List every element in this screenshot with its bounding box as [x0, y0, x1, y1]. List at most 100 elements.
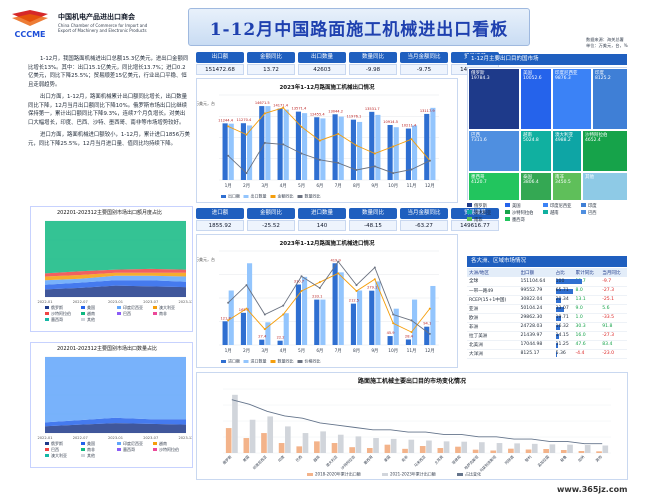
kpi-label: 金额同比 — [247, 52, 295, 63]
share-value: 19.71 — [555, 315, 569, 320]
legend-swatch — [221, 360, 226, 363]
bar-2021-2023 — [426, 440, 432, 453]
x-tick-label: 南非 — [400, 454, 409, 463]
treemap-cell-value: 3806.4 — [523, 180, 539, 185]
table-row: 非洲 24728.03 16.32 30.3 91.8 — [467, 322, 627, 332]
legend-swatch — [467, 217, 472, 221]
legend-swatch — [505, 210, 510, 214]
x-tick-label: 7月 — [335, 348, 342, 354]
treemap-cell-value: 4120.7 — [471, 180, 487, 185]
area-series — [45, 423, 186, 433]
bar-value — [332, 114, 338, 180]
bar-2018-2020 — [437, 448, 444, 453]
data-label: 310.7 — [294, 280, 304, 284]
x-tick-label: 哈萨克斯坦 — [463, 454, 480, 471]
legend-label: 数量同比 — [305, 193, 321, 199]
bar-2021-2023 — [267, 416, 274, 453]
kpi-value: 151472.68 — [196, 64, 244, 75]
kpi-label: 数量同比 — [349, 52, 397, 63]
treemap-cell-value: 4652.4 — [585, 138, 601, 143]
legend-label: 数量同比 — [278, 358, 294, 364]
table-cell: 16.32 — [553, 322, 574, 332]
x-tick-label: 10月 — [388, 183, 398, 189]
table-cell: 欧洲 — [467, 313, 519, 323]
chart-title: 202201-202312主要国别市场出口额月度占比 — [57, 210, 162, 216]
x-tick-label: 乌兹别克斯坦 — [478, 454, 497, 473]
bar-2021-2023 — [531, 443, 538, 453]
legend-swatch — [243, 195, 249, 198]
table-cell: 16.0 — [573, 331, 601, 341]
x-tick-label: 2023-12 — [178, 436, 192, 440]
legend-label: 越南 — [550, 211, 559, 216]
data-label: 94.1 — [423, 322, 431, 326]
line-point — [373, 152, 376, 155]
x-tick-label: 1月 — [225, 183, 232, 189]
bar-2021-2023 — [355, 436, 362, 453]
table-cell: -9.7 — [600, 277, 627, 287]
table-cell: RCEP(15+1中国) — [467, 295, 519, 305]
treemap-cell-value: 5024.8 — [523, 138, 539, 143]
treemap-cell-value: 4988.2 — [555, 138, 571, 143]
legend-item: 印度尼西亚 — [543, 203, 581, 210]
table-cell: 14.15 — [553, 331, 574, 341]
legend-item: 墨西哥 — [505, 217, 543, 224]
legend-label: 澳大利亚 — [159, 304, 175, 310]
bar-2021-2023 — [249, 419, 256, 453]
data-label: 13117.9 — [420, 109, 436, 113]
table-row: 大洋洲 8125.17 5.36 -4.4 -23.0 — [467, 349, 627, 359]
table-cell: 24728.03 — [518, 322, 554, 332]
legend-label: 印度尼西亚 — [123, 440, 143, 446]
x-tick-label: 越南 — [312, 454, 321, 463]
bar-2018-2020 — [349, 447, 355, 453]
legend-swatch — [81, 306, 85, 309]
treemap-cell: 沙特阿拉伯 4652.4 — [582, 130, 628, 172]
bar-2018-2020 — [560, 450, 567, 453]
legend-swatch — [81, 442, 85, 445]
data-label: 13531.7 — [365, 107, 380, 111]
site-watermark: www.365jz.com — [557, 485, 628, 494]
bar-2018-2020 — [455, 446, 461, 453]
bar-quantity — [375, 114, 381, 180]
bar-2021-2023 — [302, 433, 309, 453]
legend-label: 澳大利亚 — [474, 211, 492, 216]
bar-2018-2020 — [508, 448, 514, 453]
share-value: 11.25 — [555, 342, 569, 347]
data-label: 13044.2 — [328, 109, 343, 113]
bar-2018-2020 — [261, 433, 267, 453]
x-tick-label: 4月 — [280, 183, 287, 189]
data-label: 27.4 — [258, 335, 267, 339]
kpi-value: -63.27 — [400, 220, 448, 231]
line-point — [373, 278, 376, 281]
share-bar — [555, 315, 561, 321]
legend-label: 美国 — [512, 204, 521, 209]
treemap-cell-name: 泰国 — [523, 175, 532, 180]
x-tick-label: 4月 — [280, 348, 287, 354]
line-point — [392, 322, 395, 325]
kpi-label: 当月金额同比 — [400, 208, 448, 219]
bar-2021-2023 — [461, 441, 468, 453]
legend-label: 金额同比 — [278, 193, 294, 199]
table-header-cell: 出口额 — [518, 268, 554, 277]
legend-label: 越南 — [159, 440, 167, 446]
series-line — [228, 107, 431, 161]
legend-swatch — [45, 454, 49, 457]
legend-label: 进口额 — [228, 358, 240, 364]
x-tick-label: 土耳其 — [433, 454, 444, 465]
kpi-label: 出口额 — [196, 52, 244, 63]
legend-swatch — [45, 306, 49, 309]
org-name-cn: 中国机电产品进出口商会 — [58, 13, 135, 21]
bar-value — [314, 299, 320, 345]
bar-value — [350, 303, 356, 345]
data-label: 13571.4 — [291, 107, 307, 111]
treemap-cell-name: 澳大利亚 — [555, 133, 573, 138]
table-cell: 65.71 — [553, 286, 574, 296]
x-tick-label: 2023-01 — [108, 300, 123, 304]
table-cell: -25.1 — [600, 295, 627, 305]
kpi-card: 当月金额同比 -9.75 — [400, 52, 448, 75]
x-tick-label: 秘鲁 — [559, 454, 568, 463]
table-row: 一带一路49 99552.79 65.71 8.0 -27.3 — [467, 286, 627, 296]
data-label: 419.9 — [330, 258, 341, 262]
share-value: 100 — [555, 278, 565, 284]
